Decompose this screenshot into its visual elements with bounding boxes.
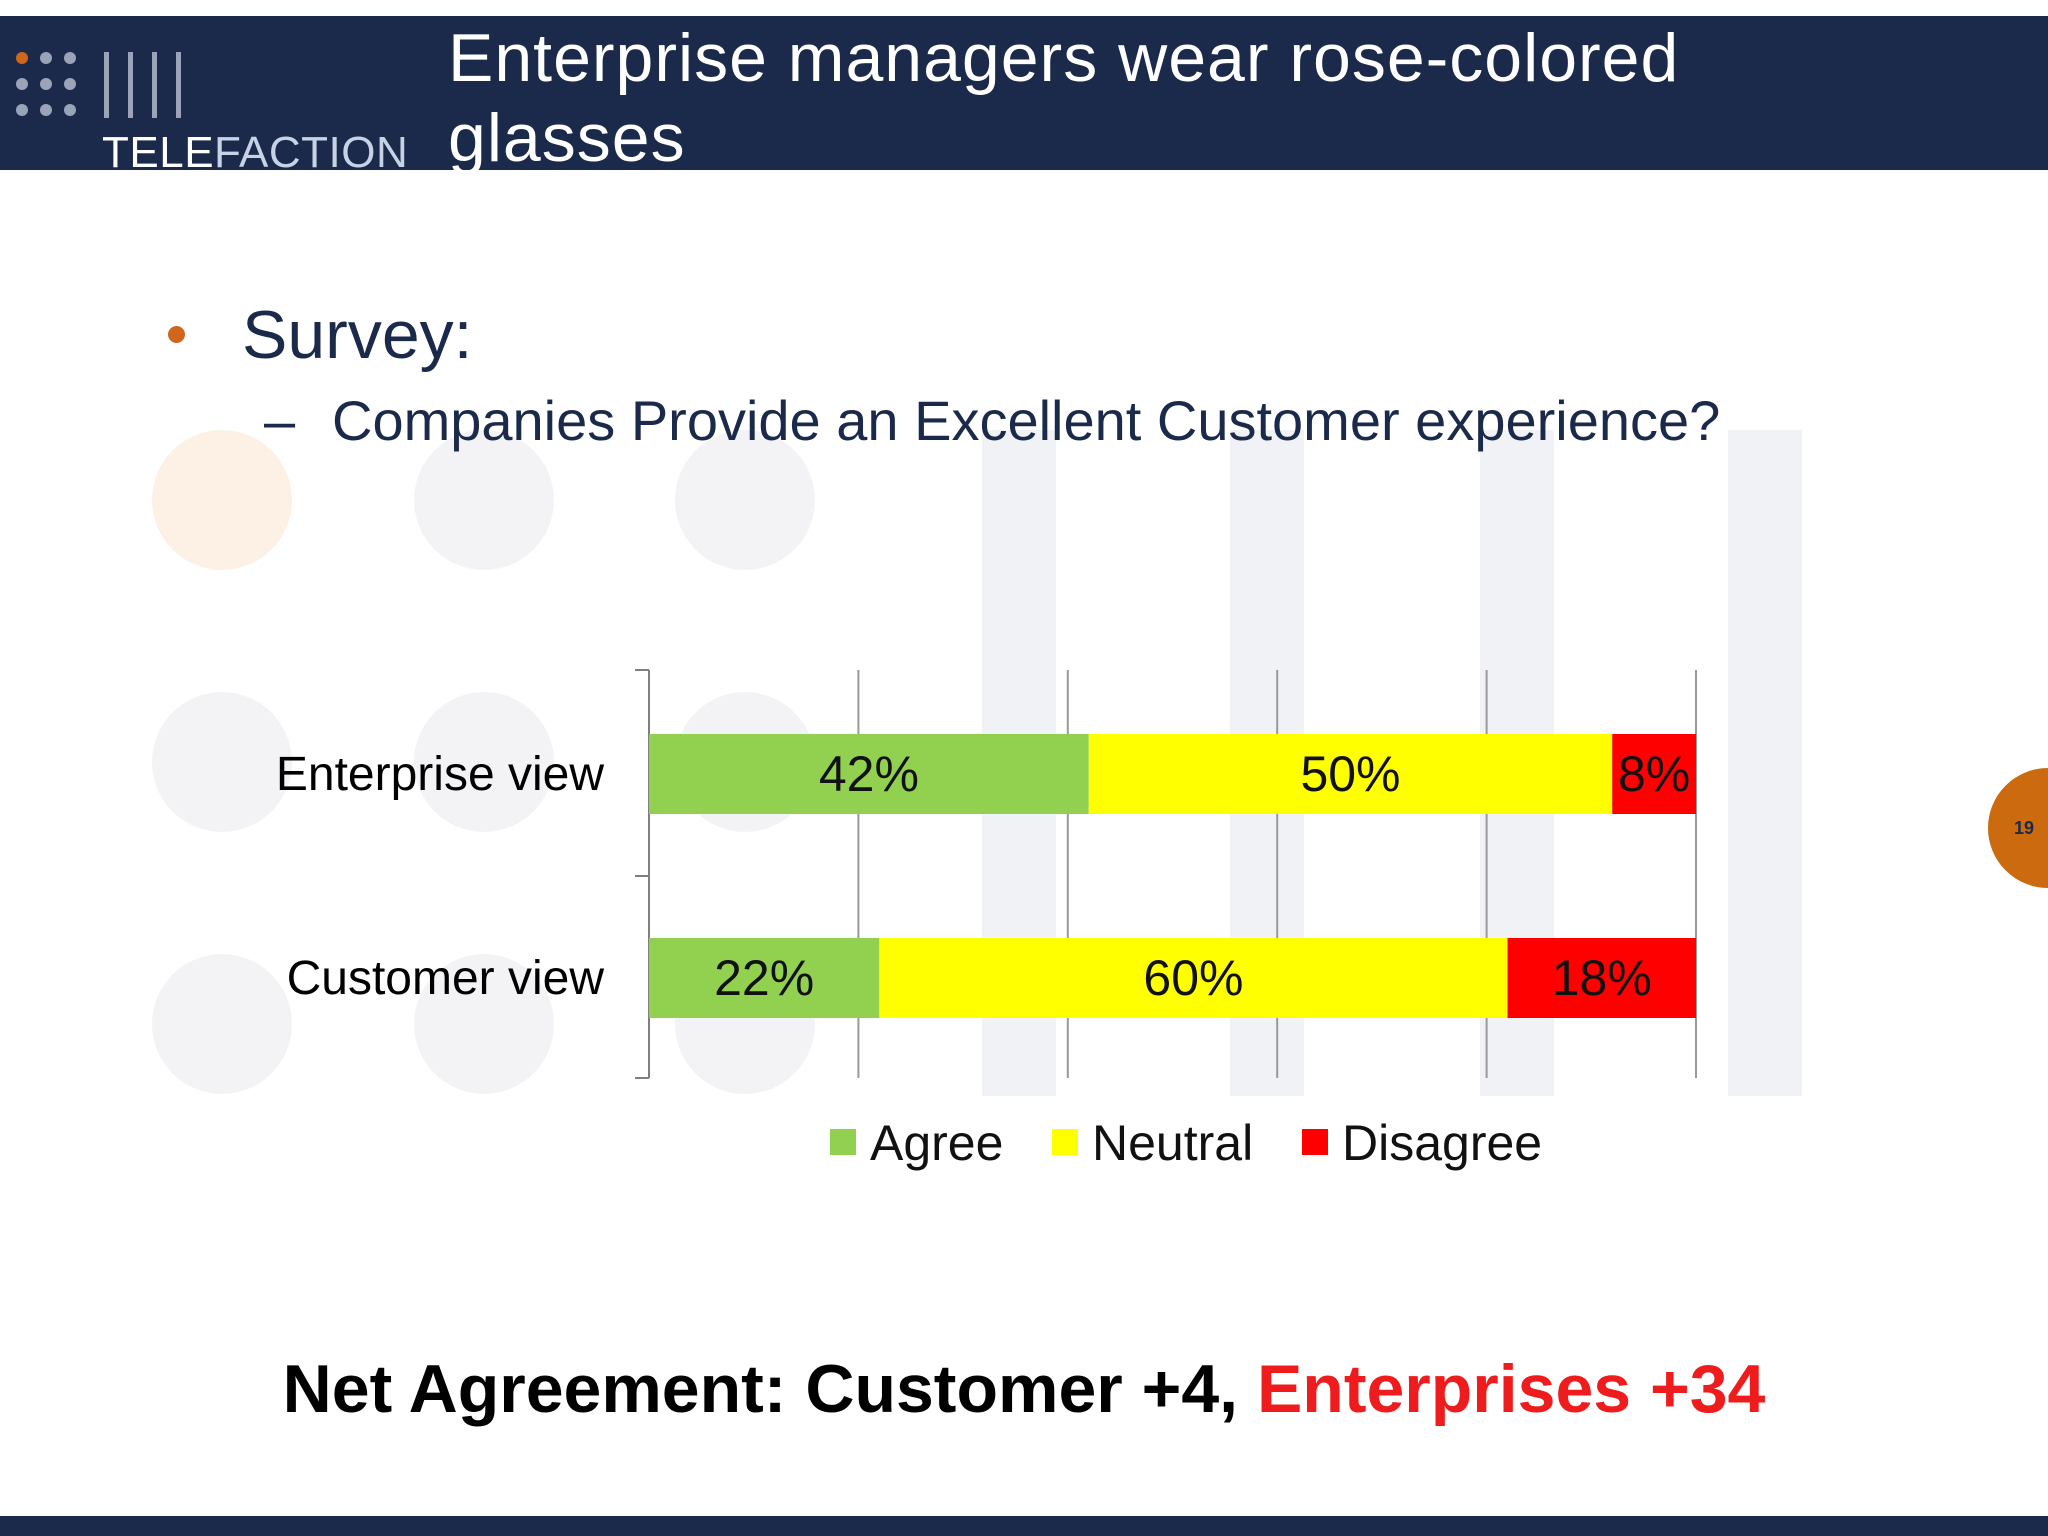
logo-text-bold: TELE xyxy=(102,128,215,177)
deco-circle xyxy=(152,430,292,570)
data-label: 60% xyxy=(1143,950,1243,1006)
data-label: 8% xyxy=(1618,746,1690,802)
deco-circle xyxy=(414,692,554,832)
legend-label: Neutral xyxy=(1092,1115,1253,1171)
bar-segment xyxy=(1088,734,1613,814)
net-agreement-summary: Net Agreement: Customer +4, Enterprises … xyxy=(0,1350,2048,1428)
top-strip xyxy=(0,0,2048,16)
logo-dots-icon xyxy=(16,52,76,116)
logo-bars-icon xyxy=(104,52,181,118)
data-label: 18% xyxy=(1552,950,1652,1006)
sub-bullet-text: Companies Provide an Excellent Customer … xyxy=(332,389,1721,452)
logo-text-light: FACTION xyxy=(214,128,409,177)
deco-circle xyxy=(152,954,292,1094)
data-label: 42% xyxy=(819,746,919,802)
bullet-text: Survey: xyxy=(242,297,473,373)
bullet-icon xyxy=(168,326,185,343)
net-agreement-prefix: Net Agreement: Customer +4, xyxy=(282,1351,1257,1427)
logo-wordmark: TELEFACTION xyxy=(102,128,408,178)
deco-circle xyxy=(414,430,554,570)
net-agreement-highlight: Enterprises +34 xyxy=(1256,1351,1766,1427)
bar-segment xyxy=(1612,734,1696,814)
bar-segment xyxy=(1507,938,1696,1018)
category-label: Customer view xyxy=(287,952,605,1005)
deco-bar xyxy=(1728,430,1802,1096)
footer-bar xyxy=(0,1516,2048,1536)
sub-bullet-dash: – xyxy=(264,389,296,452)
header-bar: TELEFACTION xyxy=(0,16,2048,177)
slide-title: Enterprise managers wear rose-colored gl… xyxy=(448,20,1680,176)
deco-circle xyxy=(152,692,292,832)
deco-circle xyxy=(414,954,554,1094)
bar-segment xyxy=(649,734,1089,814)
legend-label: Disagree xyxy=(1342,1115,1542,1171)
data-label: 22% xyxy=(714,950,814,1006)
page-number: 19 xyxy=(2014,818,2035,838)
bar-segment xyxy=(879,938,1508,1018)
bar-segment xyxy=(649,938,880,1018)
data-label: 50% xyxy=(1300,746,1400,802)
legend-label: Agree xyxy=(870,1115,1003,1171)
category-label: Enterprise view xyxy=(276,748,604,801)
deco-circle xyxy=(675,430,815,570)
legend-swatch xyxy=(1302,1129,1328,1155)
legend-swatch xyxy=(1052,1129,1078,1155)
legend-swatch xyxy=(830,1129,856,1155)
